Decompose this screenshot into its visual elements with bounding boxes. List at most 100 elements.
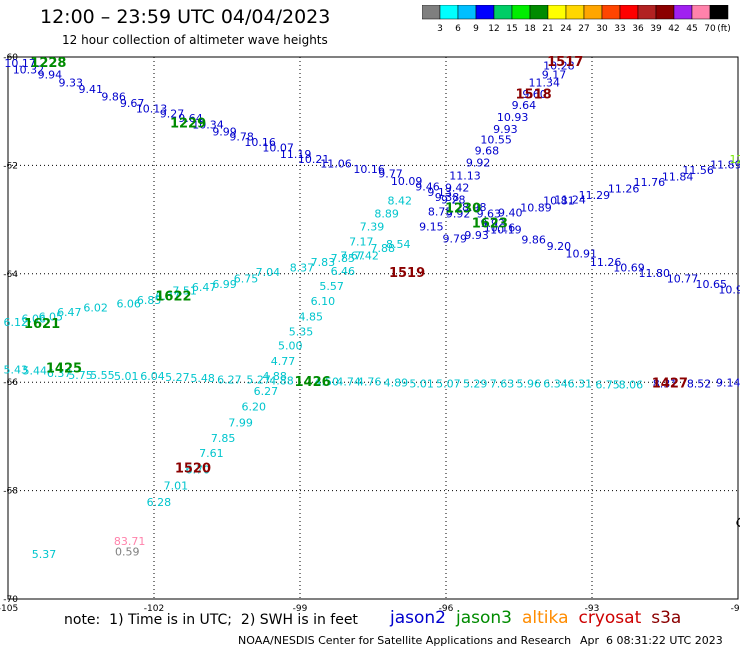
wave-height-value: 5.29: [463, 378, 488, 391]
wave-height-value: 9.20: [547, 240, 572, 253]
wave-height-value: 10.91: [566, 248, 598, 261]
wave-height-value: 6.47: [192, 281, 217, 294]
wave-height-value: 83.71: [114, 535, 146, 548]
satellite-altika-label: altika: [522, 608, 569, 628]
wave-height-value: 8.42: [388, 194, 413, 207]
wave-height-value: 4.50: [315, 375, 340, 388]
wave-height-value: 11.26: [608, 183, 640, 196]
wave-height-value: 7.42: [354, 250, 379, 263]
wave-height-value: 10.28: [543, 59, 575, 72]
wave-height-value: 9.14: [716, 377, 740, 390]
wave-height-value: 9.63: [477, 207, 502, 220]
wave-height-value: 8.06: [619, 379, 644, 392]
wave-height-value: 10.34: [192, 119, 224, 132]
wave-height-value: 6.85: [137, 294, 162, 307]
colorbar-tick-label: 12: [488, 24, 499, 34]
wave-height-value: 4.74: [336, 375, 361, 388]
longitude-label: -105: [0, 604, 18, 614]
colorbar-tick-label: 21: [542, 24, 553, 34]
wave-height-value: 11.06: [320, 158, 352, 171]
wave-height-value: 6.06: [22, 313, 47, 326]
wave-height-value: 8.31: [653, 378, 678, 391]
satellite-cryosat-label: cryosat: [578, 608, 642, 628]
wave-height-value: 9.64: [512, 99, 537, 112]
wave-height-value: 4.76: [357, 375, 382, 388]
wave-height-value: 11.26: [590, 256, 622, 269]
wave-height-value: 10.32: [13, 63, 45, 76]
wave-height-value: 6.70: [186, 463, 211, 476]
map-title: 12:00 – 23:59 UTC 04/04/2023: [40, 6, 331, 28]
wave-height-value: 11.80: [639, 267, 671, 280]
wave-height-value: 10.16: [353, 163, 385, 176]
colorbar-tick-label: 6: [455, 24, 461, 34]
wave-height-value: 11.89: [710, 159, 740, 172]
wave-height-value: 5.57: [319, 280, 344, 293]
wave-height-value: 4.85: [298, 310, 323, 323]
wave-height-value: 7.85: [211, 432, 236, 445]
wave-height-value: 9.27: [160, 108, 185, 121]
wave-height-value: 10.09: [391, 175, 423, 188]
wave-height-value: 5.35: [289, 326, 314, 339]
wave-height-value: 4.77: [271, 355, 296, 368]
wave-height-value: 8.37: [290, 262, 315, 275]
wave-height-value: 9.38: [435, 191, 460, 204]
wave-height-value: 5.43: [4, 364, 29, 377]
longitude-label: -93: [585, 604, 600, 614]
wave-height-value: 6.28: [147, 496, 172, 509]
wave-height-value: 7.61: [199, 447, 224, 460]
wave-height-value: 9.93: [493, 123, 518, 136]
wave-height-value: 10.16: [244, 136, 276, 149]
latitude-label: -64: [3, 270, 18, 280]
wave-height-value: 6.20: [242, 400, 267, 413]
pass-time-label: 1426: [295, 375, 331, 390]
wave-height-value: 6.46: [331, 265, 356, 278]
colorbar-tick-label: 70: [704, 24, 716, 34]
latitude-label: -66: [3, 378, 18, 388]
wave-height-value: 9.15: [419, 220, 444, 233]
wave-height-value: 6.04: [140, 370, 165, 383]
colorbar-tick-label: 15: [506, 24, 517, 34]
wave-height-value: 11.19: [280, 148, 312, 161]
wave-height-value: 12.19: [730, 153, 740, 166]
wave-height-value: 7.88: [370, 242, 395, 255]
colorbar-tick-label: 45: [686, 24, 697, 34]
pass-time-label: 1517: [547, 55, 583, 70]
wave-height-value: 9.13: [427, 186, 452, 199]
pass-time-label: 1228: [30, 56, 66, 71]
island-outline: [736, 516, 740, 528]
wave-height-value: 11.24: [554, 193, 586, 206]
wave-height-value: 8.52: [687, 378, 712, 391]
wave-height-value: 9.79: [443, 232, 468, 245]
wave-height-value: 6.12: [4, 316, 29, 329]
wave-height-value: 9.93: [464, 229, 489, 242]
colorbar-tick-label: 27: [578, 24, 589, 34]
longitude-label: -90: [731, 604, 740, 614]
wave-height-value: 9.94: [38, 69, 63, 82]
wave-height-value: 10.97: [718, 283, 740, 296]
wave-height-value: 7.99: [228, 417, 253, 430]
wave-height-value: 7.04: [256, 266, 281, 279]
wave-height-value: 5.37: [32, 548, 57, 561]
wave-height-value: 11.34: [529, 76, 561, 89]
wave-height-value: 6.06: [116, 297, 141, 310]
wave-height-value: 9.78: [229, 130, 254, 143]
footer-timestamp: Apr 6 08:31:22 UTC 2023: [580, 634, 723, 647]
wave-height-value: 6.75: [595, 379, 620, 392]
wave-height-value: 5.00: [278, 340, 303, 353]
pass-time-label: 1520: [175, 462, 211, 477]
wave-height-value: 10.81: [543, 194, 575, 207]
pass-time-label: 1519: [389, 266, 425, 281]
wave-height-value: 9.86: [101, 90, 126, 103]
wave-height-value: 5.48: [190, 372, 215, 385]
wave-height-value: 8.98: [462, 201, 487, 214]
wave-height-value: 6.02: [83, 302, 108, 315]
wave-height-value: 10.77: [667, 272, 699, 285]
footer-note: note: 1) Time is in UTC; 2) SWH is in fe…: [64, 612, 358, 628]
wave-height-value: 6.34: [543, 378, 568, 391]
wave-height-value: 7.39: [360, 220, 385, 233]
wave-height-value: 11.29: [579, 189, 611, 202]
satellite-jason3-label: jason3: [456, 608, 512, 628]
wave-height-value: 9.40: [498, 206, 523, 219]
wave-height-value: 5.01: [114, 370, 139, 383]
latitude-label: -60: [3, 53, 18, 63]
